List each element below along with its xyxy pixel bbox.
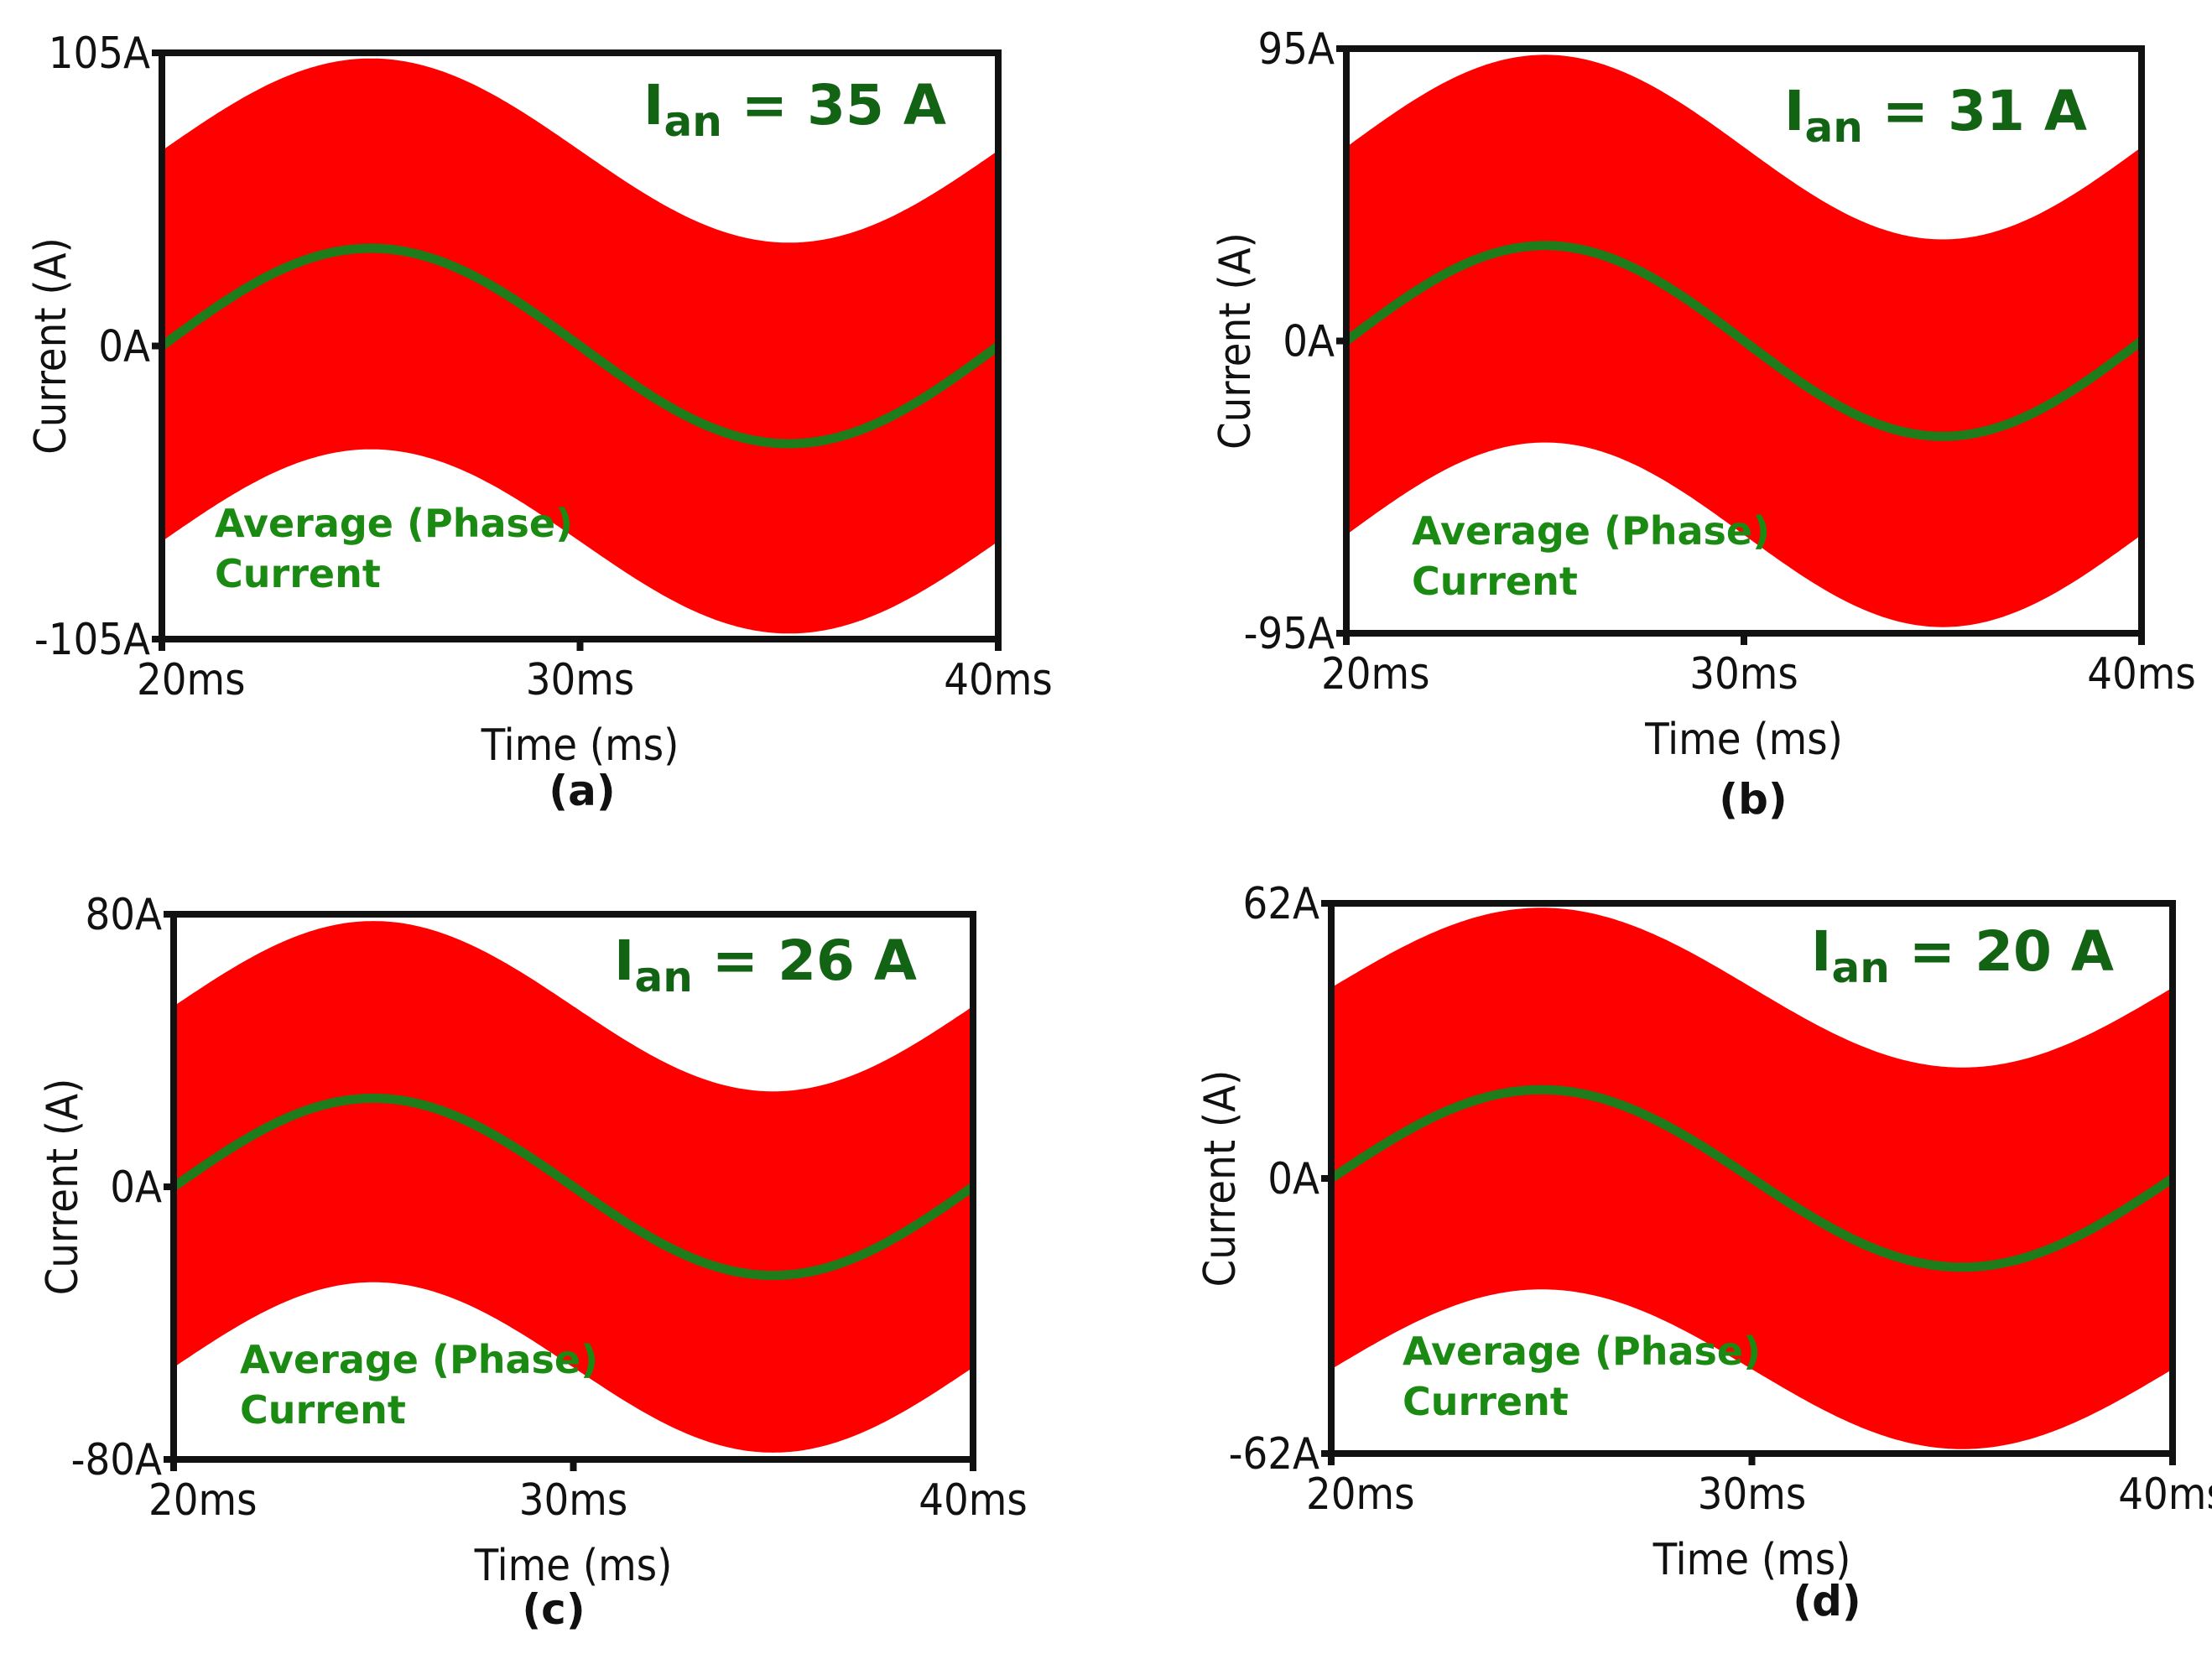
y-tick-label: 0A bbox=[98, 322, 150, 372]
x-tick-label: 40ms bbox=[2118, 1469, 2212, 1520]
x-tick-label: 20ms bbox=[1306, 1469, 1414, 1520]
y-axis-title: Current (A) bbox=[26, 237, 76, 455]
x-tick-label: 20ms bbox=[137, 655, 245, 705]
x-tick-label: 40ms bbox=[919, 1475, 1027, 1526]
y-axis-title: Current (A) bbox=[1210, 232, 1261, 450]
x-tick-label: 40ms bbox=[944, 655, 1052, 705]
rms-current-annotation: Ian = 35 A bbox=[643, 73, 946, 146]
x-tick-label: 40ms bbox=[2087, 649, 2195, 700]
y-tick-label: 95A bbox=[1257, 24, 1335, 75]
x-axis-title: Time (ms) bbox=[1644, 715, 1843, 765]
y-tick-label: -105A bbox=[34, 615, 150, 665]
y-tick-label: 62A bbox=[1242, 879, 1319, 929]
series-average-phase-current bbox=[159, 243, 1002, 449]
panel-caption: (a) bbox=[549, 767, 615, 815]
rms-current-annotation: Ian = 31 A bbox=[1784, 79, 2087, 152]
y-axis-title: Current (A) bbox=[38, 1079, 88, 1296]
y-tick-label: -62A bbox=[1229, 1429, 1319, 1480]
y-tick-label: 105A bbox=[49, 29, 150, 79]
panel-caption: (c) bbox=[522, 1585, 585, 1634]
y-tick-label: 80A bbox=[85, 890, 162, 940]
legend-entry: Average (Phase) bbox=[240, 1337, 598, 1382]
x-tick-label: 30ms bbox=[1689, 649, 1798, 700]
series-average-phase-current bbox=[1328, 1084, 2176, 1272]
x-tick-label: 30ms bbox=[1698, 1469, 1806, 1520]
x-axis-title: Time (ms) bbox=[474, 1541, 673, 1591]
legend-entry: Current bbox=[1403, 1379, 1569, 1424]
series-average-phase-current bbox=[170, 1093, 976, 1281]
y-tick-label: -95A bbox=[1244, 609, 1335, 659]
x-axis-title: Time (ms) bbox=[1652, 1535, 1851, 1585]
legend-entry: Current bbox=[1412, 559, 1578, 604]
rms-current-annotation: Ian = 26 A bbox=[614, 928, 917, 1001]
x-tick-label: 30ms bbox=[519, 1475, 627, 1526]
y-tick-label: 0A bbox=[110, 1162, 162, 1213]
x-tick-label: 20ms bbox=[148, 1475, 257, 1526]
y-tick-label: 0A bbox=[1283, 317, 1335, 367]
x-tick-label: 20ms bbox=[1321, 649, 1429, 700]
y-tick-label: -80A bbox=[71, 1435, 162, 1485]
panel-caption: (b) bbox=[1719, 775, 1788, 824]
legend-entry: Average (Phase) bbox=[215, 501, 573, 546]
series-average-phase-current bbox=[1343, 241, 2145, 441]
legend-entry: Current bbox=[215, 551, 381, 596]
y-tick-label: 0A bbox=[1267, 1154, 1319, 1204]
x-axis-title: Time (ms) bbox=[481, 720, 679, 771]
legend-entry: Current bbox=[240, 1387, 406, 1433]
x-tick-label: 30ms bbox=[526, 655, 634, 705]
rms-current-annotation: Ian = 20 A bbox=[1811, 919, 2114, 992]
y-axis-title: Current (A) bbox=[1195, 1070, 1246, 1287]
legend-entry: Average (Phase) bbox=[1403, 1329, 1761, 1374]
panel-caption: (d) bbox=[1793, 1577, 1861, 1625]
legend-entry: Average (Phase) bbox=[1412, 508, 1770, 554]
